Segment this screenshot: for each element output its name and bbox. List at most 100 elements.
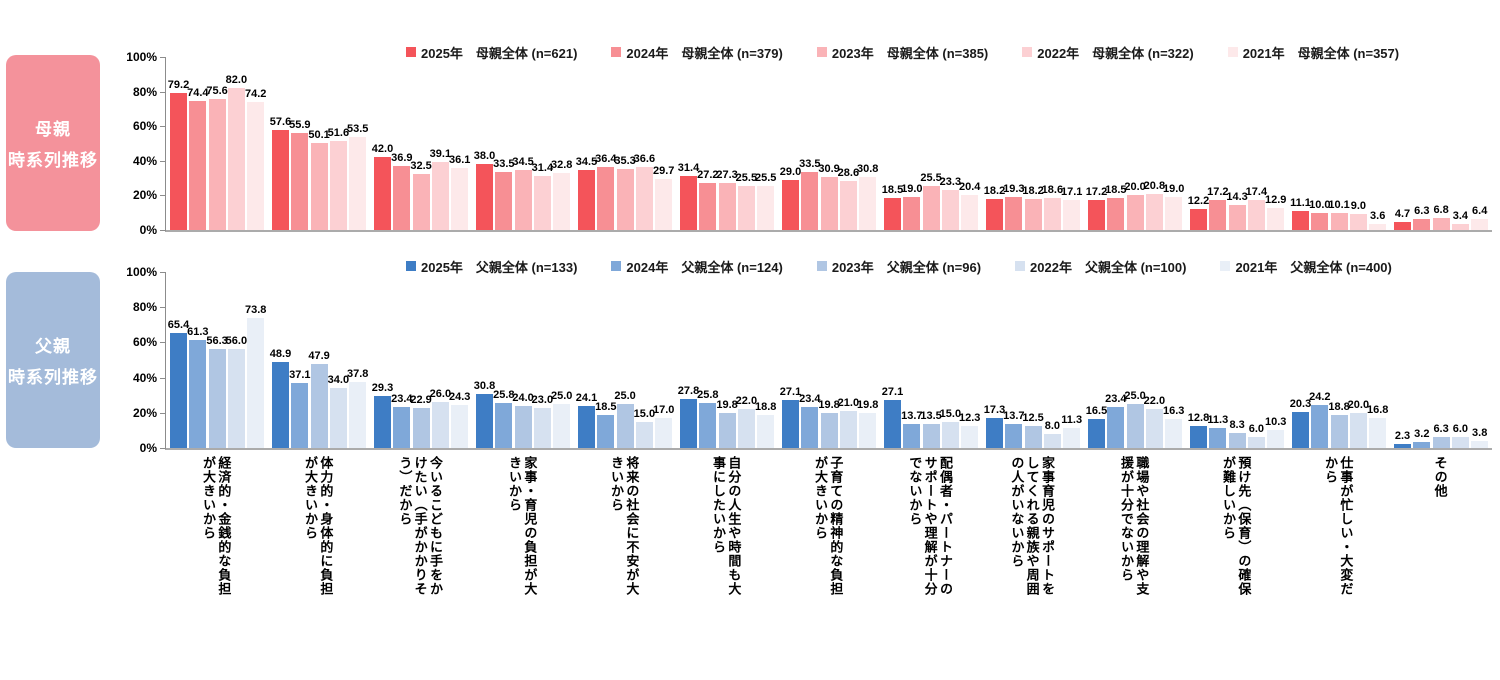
bar-value-label: 74.2 xyxy=(244,87,267,100)
bar-value-label: 25.0 xyxy=(614,390,636,402)
bar xyxy=(903,423,921,448)
bar xyxy=(1432,218,1450,230)
y-axis-tickmark xyxy=(160,57,166,58)
bar-value-label: 3.6 xyxy=(1370,209,1386,222)
y-tick-label: 60% xyxy=(132,119,157,134)
bar-value-label: 16.8 xyxy=(1366,404,1389,417)
y-tick-label: 100% xyxy=(126,50,157,64)
bar-value-label: 22.0 xyxy=(1143,395,1166,408)
legend-swatch-icon xyxy=(1220,261,1231,271)
y-axis-tickmark xyxy=(160,412,166,414)
bar xyxy=(393,166,411,230)
bar xyxy=(922,424,940,448)
bar xyxy=(718,413,736,448)
bar xyxy=(1043,197,1061,230)
bar-value-label: 53.5 xyxy=(346,123,369,136)
bar xyxy=(1311,212,1329,230)
category-cell: 自分の人生や時間も大事にしたいから xyxy=(675,456,777,606)
bar-value-label: 17.4 xyxy=(1245,185,1268,198)
bar xyxy=(1063,200,1081,230)
bar xyxy=(1247,199,1265,230)
bar xyxy=(1190,208,1207,230)
bar xyxy=(1311,405,1329,448)
bar-value-label: 19.8 xyxy=(818,399,840,412)
bar-value-label: 8.3 xyxy=(1229,419,1245,432)
bar xyxy=(553,173,571,230)
bar xyxy=(393,406,411,448)
bar-value-label: 8.0 xyxy=(1044,419,1061,432)
bar-value-label: 75.6 xyxy=(206,85,228,98)
bar xyxy=(553,404,571,448)
y-tick-label: 20% xyxy=(132,405,157,420)
bar xyxy=(495,172,513,230)
bar-value-label: 48.9 xyxy=(269,347,292,360)
bar-value-label: 32.8 xyxy=(550,159,573,172)
bar-value-label: 25.5 xyxy=(920,171,942,184)
category-cell: 将来の社会に不安が大きいから xyxy=(573,456,675,606)
bar xyxy=(514,405,532,448)
bar xyxy=(655,178,673,230)
bar-value-label: 36.6 xyxy=(633,152,656,165)
category-cell: 職場や社会の理解や支援が十分でないから xyxy=(1083,456,1185,606)
bar xyxy=(820,176,838,230)
bar-value-label: 30.8 xyxy=(856,162,879,175)
bar-value-label: 20.3 xyxy=(1289,398,1312,411)
y-axis-tickmark xyxy=(160,230,166,231)
bar-value-label: 16.3 xyxy=(1162,405,1185,418)
category-label: 配偶者・パートナーのサポートや理解が十分でないから xyxy=(907,456,953,596)
bar-value-label: 13.7 xyxy=(901,409,923,422)
bar-value-label: 24.0 xyxy=(512,391,534,404)
bar xyxy=(1247,437,1265,448)
bar xyxy=(616,168,634,230)
legend-item: 2024年 父親全体 (n=124) xyxy=(611,257,783,276)
bar xyxy=(1369,418,1387,448)
bar-value-label: 34.5 xyxy=(575,156,598,169)
y-tick-label: 60% xyxy=(132,335,157,350)
bar xyxy=(514,170,532,230)
bar-value-label: 19.8 xyxy=(856,399,879,412)
bar-value-label: 3.8 xyxy=(1472,427,1488,440)
bar xyxy=(859,413,877,448)
bar-value-label: 74.4 xyxy=(187,87,209,100)
category-cell: 経済的・金銭的な負担が大きいから xyxy=(165,456,267,606)
bar xyxy=(941,189,959,230)
legend-swatch-icon xyxy=(1227,47,1238,57)
bar-value-label: 30.9 xyxy=(818,162,840,175)
bar xyxy=(859,176,877,230)
bar-value-label: 24.2 xyxy=(1309,391,1331,404)
category-label: 将来の社会に不安が大きいから xyxy=(609,456,640,596)
bar-value-label: 19.3 xyxy=(1003,182,1025,195)
bar xyxy=(1413,442,1431,448)
bar-value-label: 18.2 xyxy=(983,184,1006,197)
bar xyxy=(1349,412,1367,448)
bar xyxy=(451,167,469,230)
bar xyxy=(961,194,979,230)
bar-value-label: 23.4 xyxy=(391,392,413,405)
bar-value-label: 27.8 xyxy=(677,385,700,398)
bar xyxy=(1369,223,1387,230)
bar-value-label: 17.2 xyxy=(1207,186,1229,199)
bar-value-label: 6.8 xyxy=(1433,204,1449,217)
bar xyxy=(1292,210,1309,230)
bar-value-label: 31.4 xyxy=(531,161,554,174)
bar-value-label: 79.2 xyxy=(167,79,190,91)
bar-value-label: 19.0 xyxy=(1162,183,1185,196)
bar-value-label: 56.0 xyxy=(225,335,248,348)
legend-swatch-icon xyxy=(406,47,416,57)
legend-item: 2022年 父親全体 (n=100) xyxy=(1015,257,1186,276)
bar-value-label: 15.0 xyxy=(939,407,962,420)
bar xyxy=(699,182,717,230)
bar xyxy=(782,400,799,448)
legend-swatch-icon xyxy=(1022,47,1033,57)
legend-label: 2024年 母親全体 (n=379) xyxy=(626,45,783,61)
bar xyxy=(1107,198,1125,230)
bar-value-label: 33.5 xyxy=(799,158,821,170)
bar-value-label: 57.6 xyxy=(269,116,292,129)
legend-label: 2022年 母親全体 (n=322) xyxy=(1037,45,1194,61)
y-axis-tickmark xyxy=(160,126,166,128)
bar-value-label: 61.3 xyxy=(187,326,209,339)
bar-value-label: 35.3 xyxy=(614,154,636,167)
bar xyxy=(247,318,265,448)
bar-value-label: 29.7 xyxy=(652,164,675,177)
